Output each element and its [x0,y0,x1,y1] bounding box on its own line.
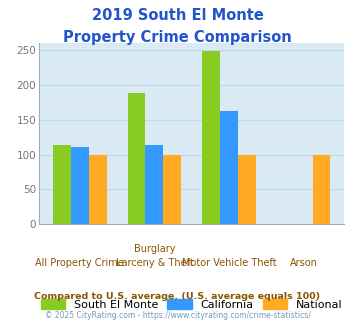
Text: © 2025 CityRating.com - https://www.cityrating.com/crime-statistics/: © 2025 CityRating.com - https://www.city… [45,311,310,320]
Text: All Property Crime: All Property Crime [36,258,124,268]
Bar [127,93,146,224]
Text: Burglary: Burglary [133,244,175,254]
Text: Motor Vehicle Theft: Motor Vehicle Theft [182,258,276,268]
Bar [202,51,220,224]
Bar [238,154,256,224]
Bar [146,145,163,224]
Text: Arson: Arson [290,258,318,268]
Bar [163,154,181,224]
Bar [220,111,238,224]
Text: Larceny & Theft: Larceny & Theft [115,258,193,268]
Text: Property Crime Comparison: Property Crime Comparison [63,30,292,45]
Bar [53,145,71,224]
Text: Compared to U.S. average. (U.S. average equals 100): Compared to U.S. average. (U.S. average … [34,292,321,301]
Bar [89,154,106,224]
Bar [71,147,89,224]
Bar [312,154,331,224]
Legend: South El Monte, California, National: South El Monte, California, National [41,299,343,310]
Text: 2019 South El Monte: 2019 South El Monte [92,8,263,23]
